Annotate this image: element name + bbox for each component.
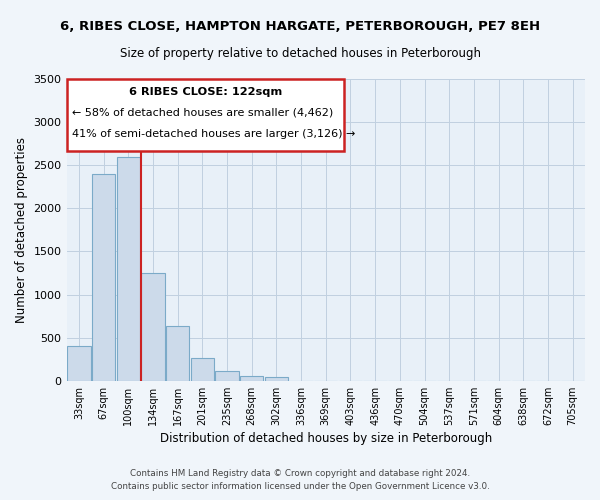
Text: ← 58% of detached houses are smaller (4,462): ← 58% of detached houses are smaller (4,… <box>72 108 333 118</box>
Bar <box>116 156 140 381</box>
Text: Size of property relative to detached houses in Peterborough: Size of property relative to detached ho… <box>119 48 481 60</box>
Text: 6, RIBES CLOSE, HAMPTON HARGATE, PETERBOROUGH, PE7 8EH: 6, RIBES CLOSE, HAMPTON HARGATE, PETERBO… <box>60 20 540 33</box>
Bar <box>92 174 115 381</box>
Bar <box>265 376 288 381</box>
Text: 41% of semi-detached houses are larger (3,126) →: 41% of semi-detached houses are larger (… <box>72 129 355 139</box>
Bar <box>240 376 263 381</box>
Y-axis label: Number of detached properties: Number of detached properties <box>15 137 28 323</box>
Text: 6 RIBES CLOSE: 122sqm: 6 RIBES CLOSE: 122sqm <box>128 86 282 97</box>
X-axis label: Distribution of detached houses by size in Peterborough: Distribution of detached houses by size … <box>160 432 492 445</box>
Text: Contains HM Land Registry data © Crown copyright and database right 2024.: Contains HM Land Registry data © Crown c… <box>130 468 470 477</box>
FancyBboxPatch shape <box>67 79 344 152</box>
Bar <box>67 346 91 381</box>
Bar <box>215 372 239 381</box>
Bar <box>191 358 214 381</box>
Text: Contains public sector information licensed under the Open Government Licence v3: Contains public sector information licen… <box>110 482 490 491</box>
Bar <box>141 273 164 381</box>
Bar <box>166 326 190 381</box>
